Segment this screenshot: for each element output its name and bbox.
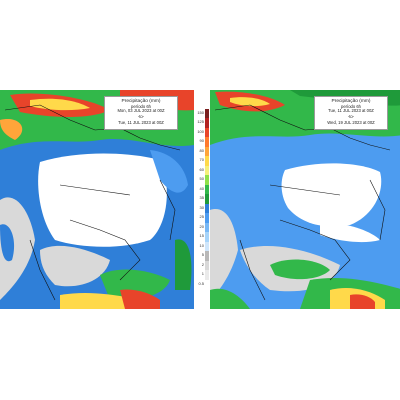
legend-separator: -to- <box>347 114 355 120</box>
legend-date-from: Tue, 11 JUL 2023 at 00Z <box>328 108 374 114</box>
colorbar-label: 50 <box>199 176 204 182</box>
legend-date-from: Mon, 03 JUL 2023 at 00Z <box>117 108 165 114</box>
colorbar-segment <box>205 260 209 271</box>
legend-subtitle: período 6h <box>130 103 152 109</box>
precipitation-colorbar: 150 125 100 90 80 70 60 50 40 35 30 25 20 15 10 5 2 1 0.5 <box>195 109 209 299</box>
colorbar-segment <box>205 184 209 195</box>
colorbar-label: 70 <box>199 157 204 163</box>
colorbar-label: 80 <box>199 147 204 153</box>
legend-box-left: Precipitação (mm) período 6h Mon, 03 JUL… <box>104 96 178 130</box>
colorbar-segment <box>205 213 209 223</box>
colorbar-segment <box>205 127 209 138</box>
colorbar-label: 10 <box>199 242 204 248</box>
colorbar-label: 125 <box>197 119 204 125</box>
colorbar-segment <box>205 232 209 242</box>
colorbar-segment <box>205 251 209 261</box>
colorbar-label: 100 <box>197 128 204 134</box>
legend-date-to: Tue, 11 JUL 2023 at 00Z <box>118 120 164 125</box>
legend-subtitle: período 6h <box>340 103 362 109</box>
precipitation-map-left: Precipitação (mm) período 6h Mon, 03 JUL… <box>0 90 194 309</box>
colorbar-segment <box>205 222 209 233</box>
legend-date-to: Wed, 19 JUL 2023 at 00Z <box>327 120 375 125</box>
colorbar-segment <box>205 175 209 185</box>
legend-box-right: Precipitação (mm) período 6h Tue, 11 JUL… <box>314 96 388 130</box>
colorbar-segment <box>205 270 209 280</box>
colorbar-segment <box>205 165 209 176</box>
colorbar-label: 30 <box>199 204 204 210</box>
colorbar-label: 25 <box>199 214 204 220</box>
colorbar-label: 2 <box>201 261 204 267</box>
colorbar-label: 35 <box>199 195 204 201</box>
colorbar-segment <box>205 194 209 204</box>
precipitation-map-right: Precipitação (mm) período 6h Tue, 11 JUL… <box>210 90 400 309</box>
colorbar-label: 40 <box>199 185 204 191</box>
colorbar-segment <box>205 203 209 214</box>
colorbar-segment <box>205 137 209 147</box>
colorbar-label: 60 <box>199 166 204 172</box>
colorbar-segment <box>205 109 209 119</box>
colorbar-segment <box>205 146 209 157</box>
colorbar-label: 90 <box>199 138 204 144</box>
colorbar-segment <box>205 156 209 166</box>
colorbar-segment <box>205 279 209 289</box>
colorbar-label: 20 <box>199 223 204 229</box>
colorbar-label: 150 <box>197 110 204 115</box>
legend-separator: -to- <box>137 114 145 120</box>
colorbar-label: 15 <box>199 233 204 239</box>
legend-title: Precipitação (mm) <box>331 99 371 104</box>
colorbar-segment <box>205 241 209 252</box>
colorbar-label: 0.5 <box>198 280 204 286</box>
colorbar-segment <box>205 118 209 128</box>
legend-title: Precipitação (mm) <box>121 99 161 104</box>
colorbar-label: 5 <box>201 252 204 258</box>
colorbar-label: 1 <box>201 271 204 277</box>
